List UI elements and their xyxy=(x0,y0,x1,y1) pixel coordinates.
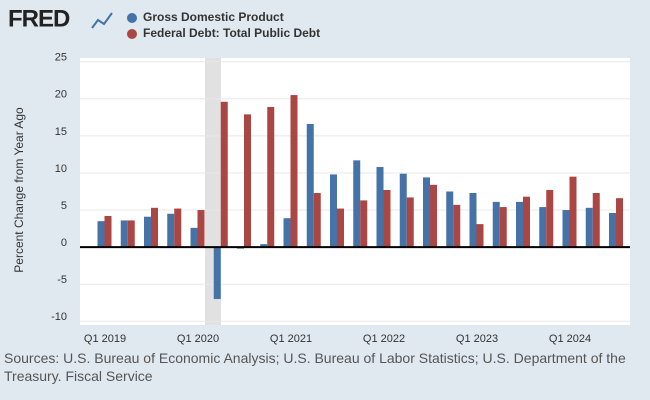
y-tick-label: 20 xyxy=(55,89,67,101)
bar xyxy=(430,184,437,248)
bar xyxy=(539,207,547,248)
bar xyxy=(151,207,158,248)
bar xyxy=(260,244,268,248)
bar xyxy=(360,200,368,248)
bar xyxy=(213,247,221,300)
bar xyxy=(104,215,112,248)
bar xyxy=(267,106,275,248)
bar xyxy=(330,174,337,248)
bar xyxy=(97,221,105,248)
bar xyxy=(313,192,321,248)
x-tick-label: Q1 2022 xyxy=(363,333,405,345)
bar xyxy=(399,173,407,248)
bar xyxy=(197,210,205,248)
legend-swatch xyxy=(127,29,137,39)
bar xyxy=(585,207,593,248)
y-tick-label: -5 xyxy=(57,274,67,286)
bar xyxy=(383,190,391,248)
bar xyxy=(283,218,291,248)
bar xyxy=(337,208,344,248)
y-tick-label: -10 xyxy=(51,311,67,323)
bar xyxy=(562,210,570,248)
y-tick-label: 0 xyxy=(61,237,67,249)
bar xyxy=(290,95,298,248)
logo-icon xyxy=(91,12,113,29)
bar xyxy=(469,192,477,248)
bar xyxy=(569,176,577,248)
bar xyxy=(144,216,151,248)
bar xyxy=(446,191,454,248)
x-tick-label: Q1 2020 xyxy=(177,333,219,345)
legend-label: Gross Domestic Product xyxy=(143,10,284,24)
y-tick-label: 15 xyxy=(55,126,67,138)
bar xyxy=(353,160,361,248)
bar xyxy=(406,197,414,248)
x-tick-label: Q1 2021 xyxy=(270,333,312,345)
bar xyxy=(120,220,128,248)
x-tick-label: Q1 2019 xyxy=(84,333,126,345)
bar xyxy=(476,224,484,248)
y-tick-label: 25 xyxy=(55,52,67,64)
bar xyxy=(516,201,523,248)
bar xyxy=(492,201,500,248)
bar xyxy=(306,124,314,248)
chart: FRED Percent Change from Year Ago -10 -5 0… xyxy=(8,5,630,345)
x-tick-label: Q1 2024 xyxy=(549,333,591,345)
bar xyxy=(616,198,623,248)
bar xyxy=(174,208,182,248)
legend-label: Federal Debt: Total Public Debt xyxy=(143,26,320,40)
bar xyxy=(220,101,228,248)
bar xyxy=(592,192,600,248)
bar xyxy=(376,167,384,248)
bar xyxy=(244,114,251,248)
bar xyxy=(499,207,507,248)
bar xyxy=(453,204,461,248)
source: Sources: U.S. Bureau of Economic Analysi… xyxy=(4,350,626,384)
legend-swatch xyxy=(127,13,137,23)
bar xyxy=(190,227,198,248)
y-tick-label: 5 xyxy=(61,200,67,212)
y-axis-label: Percent Change from Year Ago xyxy=(12,107,26,273)
bar xyxy=(127,220,135,248)
bar xyxy=(167,213,175,248)
y-tick-label: 10 xyxy=(55,163,67,175)
x-tick-label: Q1 2023 xyxy=(456,333,498,345)
bar xyxy=(423,177,430,248)
bar xyxy=(546,190,554,248)
bar xyxy=(609,213,616,248)
bar xyxy=(523,196,530,248)
logo: FRED xyxy=(8,5,70,32)
